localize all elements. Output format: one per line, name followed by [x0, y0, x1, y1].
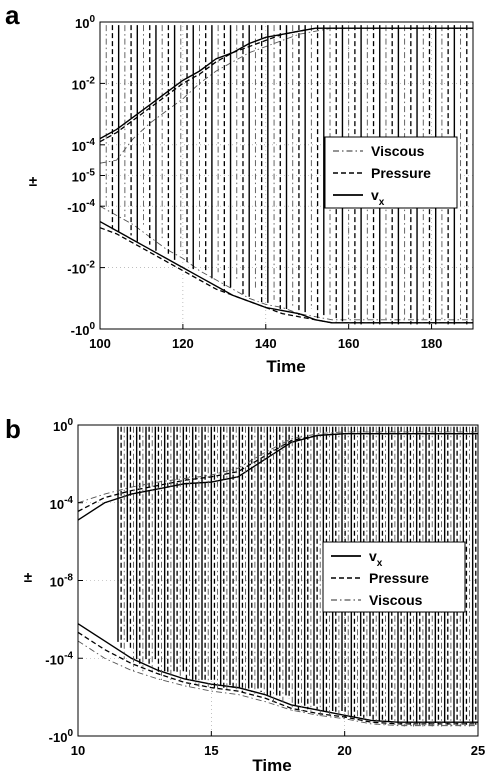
- series-line-lower: [99, 220, 473, 324]
- y-tick-label: 10-2: [72, 75, 96, 92]
- x-tick-label: 100: [89, 336, 111, 351]
- x-ticks-a: 100 120 140 160 180: [89, 324, 442, 351]
- y-tick-label-base: 10: [75, 16, 89, 31]
- y-tick-label-exponent: 0: [67, 417, 73, 428]
- y-tick-label-base: -10: [45, 652, 64, 667]
- y-tick-label-base: -10: [67, 262, 86, 277]
- series-line-lower: [99, 205, 473, 321]
- x-axis-label-a: Time: [266, 357, 305, 376]
- legend-label: Viscous: [369, 592, 423, 608]
- x-tick-label: 140: [255, 336, 277, 351]
- y-tick-label: -100: [71, 321, 96, 338]
- x-axis-label-b: Time: [252, 756, 291, 775]
- x-tick-label: 180: [421, 336, 443, 351]
- y-tick-label-base: 10: [72, 77, 86, 92]
- y-tick-label-exponent: -4: [86, 137, 95, 148]
- y-axis-label-a: ±: [29, 173, 37, 190]
- y-tick-label: 10-4: [72, 137, 96, 154]
- series-viscous: [99, 25, 473, 322]
- y-tick-label-exponent: 0: [89, 321, 95, 332]
- y-tick-label-exponent: -2: [86, 260, 95, 271]
- series-line-lower: [77, 623, 478, 723]
- panel-a: a 100 120 140 160 180 10010-210-410-5-10-4-1…: [5, 0, 474, 376]
- panel-letter-a: a: [5, 0, 20, 30]
- y-tick-label-base: -10: [67, 200, 86, 215]
- y-tick-label-base: 10: [50, 497, 64, 512]
- legend-label-text: Pressure: [369, 570, 429, 586]
- y-tick-label: 10-4: [50, 495, 74, 512]
- y-tick-label-base: 10: [72, 170, 86, 185]
- legend-label: vx: [371, 187, 385, 208]
- series-line-upper: [99, 27, 473, 140]
- legend-label-text: v: [371, 187, 379, 203]
- panel-letter-b: b: [5, 414, 21, 444]
- y-tick-label: -10-2: [67, 260, 95, 277]
- x-tick-label: 160: [338, 336, 360, 351]
- legend-label-text: Pressure: [371, 165, 431, 181]
- y-tick-label: 10-5: [72, 168, 96, 185]
- y-tick-label: 100: [75, 14, 95, 31]
- y-tick-label: -10-4: [45, 650, 73, 667]
- series-line-lower: [77, 631, 478, 725]
- legend-label: vx: [369, 548, 383, 569]
- y-tick-label-exponent: 0: [89, 14, 95, 25]
- x-tick-label: 20: [337, 743, 351, 758]
- y-axis-label-b: ±: [24, 569, 32, 586]
- series-pressure: [77, 426, 478, 725]
- legend-label-subscript: x: [379, 197, 385, 208]
- legend-label: Pressure: [371, 165, 431, 181]
- y-tick-label-base: 10: [50, 575, 64, 590]
- x-tick-label: 25: [471, 743, 485, 758]
- y-tick-label: -100: [49, 728, 74, 745]
- legend-label: Pressure: [369, 570, 429, 586]
- y-tick-label-base: 10: [72, 139, 86, 154]
- series-line-upper: [77, 431, 478, 504]
- legend-label-text: Viscous: [369, 592, 423, 608]
- legend-a: Viscous Pressure vx: [324, 136, 458, 209]
- y-tick-label-exponent: -4: [64, 650, 73, 661]
- y-tick-label: -10-4: [67, 198, 95, 215]
- legend-box-a: [324, 136, 458, 209]
- series-line-upper: [77, 432, 478, 512]
- legend-label-subscript: x: [377, 558, 383, 569]
- legend-label-text: v: [369, 548, 377, 564]
- series-a: [99, 25, 473, 325]
- legend-label-text: Viscous: [371, 143, 425, 159]
- y-tick-label: 100: [53, 417, 73, 434]
- x-tick-label: 120: [172, 336, 194, 351]
- legend-label: Viscous: [371, 143, 425, 159]
- y-tick-label-exponent: -8: [64, 573, 73, 584]
- series-line-lower: [77, 640, 478, 727]
- series-line-upper: [99, 27, 473, 164]
- y-tick-label-base: 10: [53, 419, 67, 434]
- y-tick-label-exponent: -4: [64, 495, 73, 506]
- y-tick-label-exponent: -4: [86, 198, 95, 209]
- y-tick-label-base: -10: [71, 323, 90, 338]
- x-tick-label: 10: [71, 743, 85, 758]
- y-tick-label-base: -10: [49, 730, 68, 745]
- y-tick-label-exponent: 0: [67, 728, 73, 739]
- x-tick-label: 15: [204, 743, 218, 758]
- y-tick-label-exponent: -5: [86, 168, 95, 179]
- y-tick-label-exponent: -2: [86, 75, 95, 86]
- x-ticks-b: 10 15 20 25: [71, 731, 485, 758]
- y-tick-label: 10-8: [50, 573, 74, 590]
